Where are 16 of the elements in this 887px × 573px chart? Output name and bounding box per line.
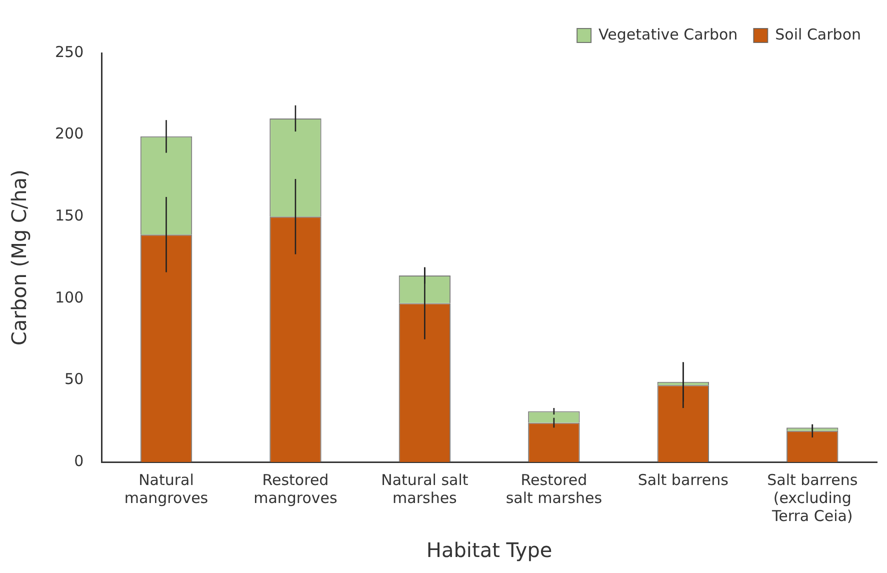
x-tick-label: Salt barrens (excluding Terra Ceia): [767, 470, 858, 525]
legend-label: Soil Carbon: [775, 25, 862, 44]
y-tick-label: 250: [54, 42, 84, 61]
legend-label: Vegetative Carbon: [598, 25, 738, 44]
x-tick-label: Salt barrens: [638, 470, 729, 489]
y-tick-label: 50: [64, 370, 84, 388]
y-axis-title: Carbon (Mg C/ha): [7, 170, 32, 346]
x-tick-label: Restored salt marshes: [506, 470, 602, 507]
y-tick-label: 100: [54, 288, 84, 306]
x-tick-label: Natural mangroves: [124, 470, 208, 507]
y-tick-label: 150: [54, 206, 84, 224]
x-tick-label: Restored mangroves: [254, 470, 338, 507]
x-tick-label: Natural salt marshes: [381, 470, 468, 507]
y-tick-label: 200: [54, 124, 84, 143]
x-axis-title: Habitat Type: [426, 538, 552, 562]
y-tick-label: 0: [74, 452, 84, 470]
